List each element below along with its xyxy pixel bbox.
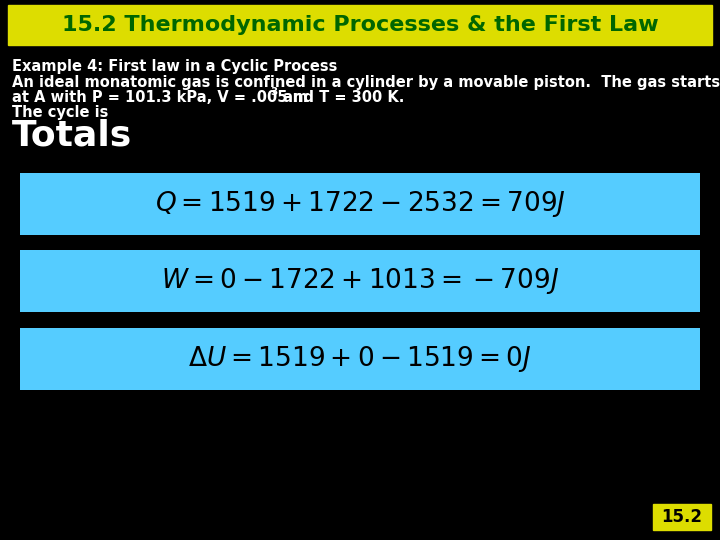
Text: $W = 0 - 1722 + 1013 = -709J$: $W = 0 - 1722 + 1013 = -709J$ — [161, 266, 559, 296]
Text: $Q = 1519 + 1722 - 2532 = 709J$: $Q = 1519 + 1722 - 2532 = 709J$ — [155, 189, 565, 219]
FancyBboxPatch shape — [8, 5, 712, 45]
Text: and T = 300 K.: and T = 300 K. — [278, 90, 405, 105]
Text: The cycle is: The cycle is — [12, 105, 109, 120]
Text: Example 4: First law in a Cyclic Process: Example 4: First law in a Cyclic Process — [12, 58, 338, 73]
Text: 15.2 Thermodynamic Processes & the First Law: 15.2 Thermodynamic Processes & the First… — [62, 15, 658, 35]
FancyBboxPatch shape — [20, 250, 700, 312]
FancyBboxPatch shape — [20, 328, 700, 390]
Text: $\Delta U = 1519 + 0 - 1519 = 0J$: $\Delta U = 1519 + 0 - 1519 = 0J$ — [188, 344, 532, 374]
FancyBboxPatch shape — [653, 504, 711, 530]
FancyBboxPatch shape — [20, 173, 700, 235]
Text: 15.2: 15.2 — [662, 508, 703, 526]
Text: An ideal monatomic gas is confined in a cylinder by a movable piston.  The gas s: An ideal monatomic gas is confined in a … — [12, 75, 720, 90]
Text: Totals: Totals — [12, 118, 132, 152]
Text: 3: 3 — [270, 87, 277, 97]
Text: at A with P = 101.3 kPa, V = .005 m: at A with P = 101.3 kPa, V = .005 m — [12, 90, 308, 105]
